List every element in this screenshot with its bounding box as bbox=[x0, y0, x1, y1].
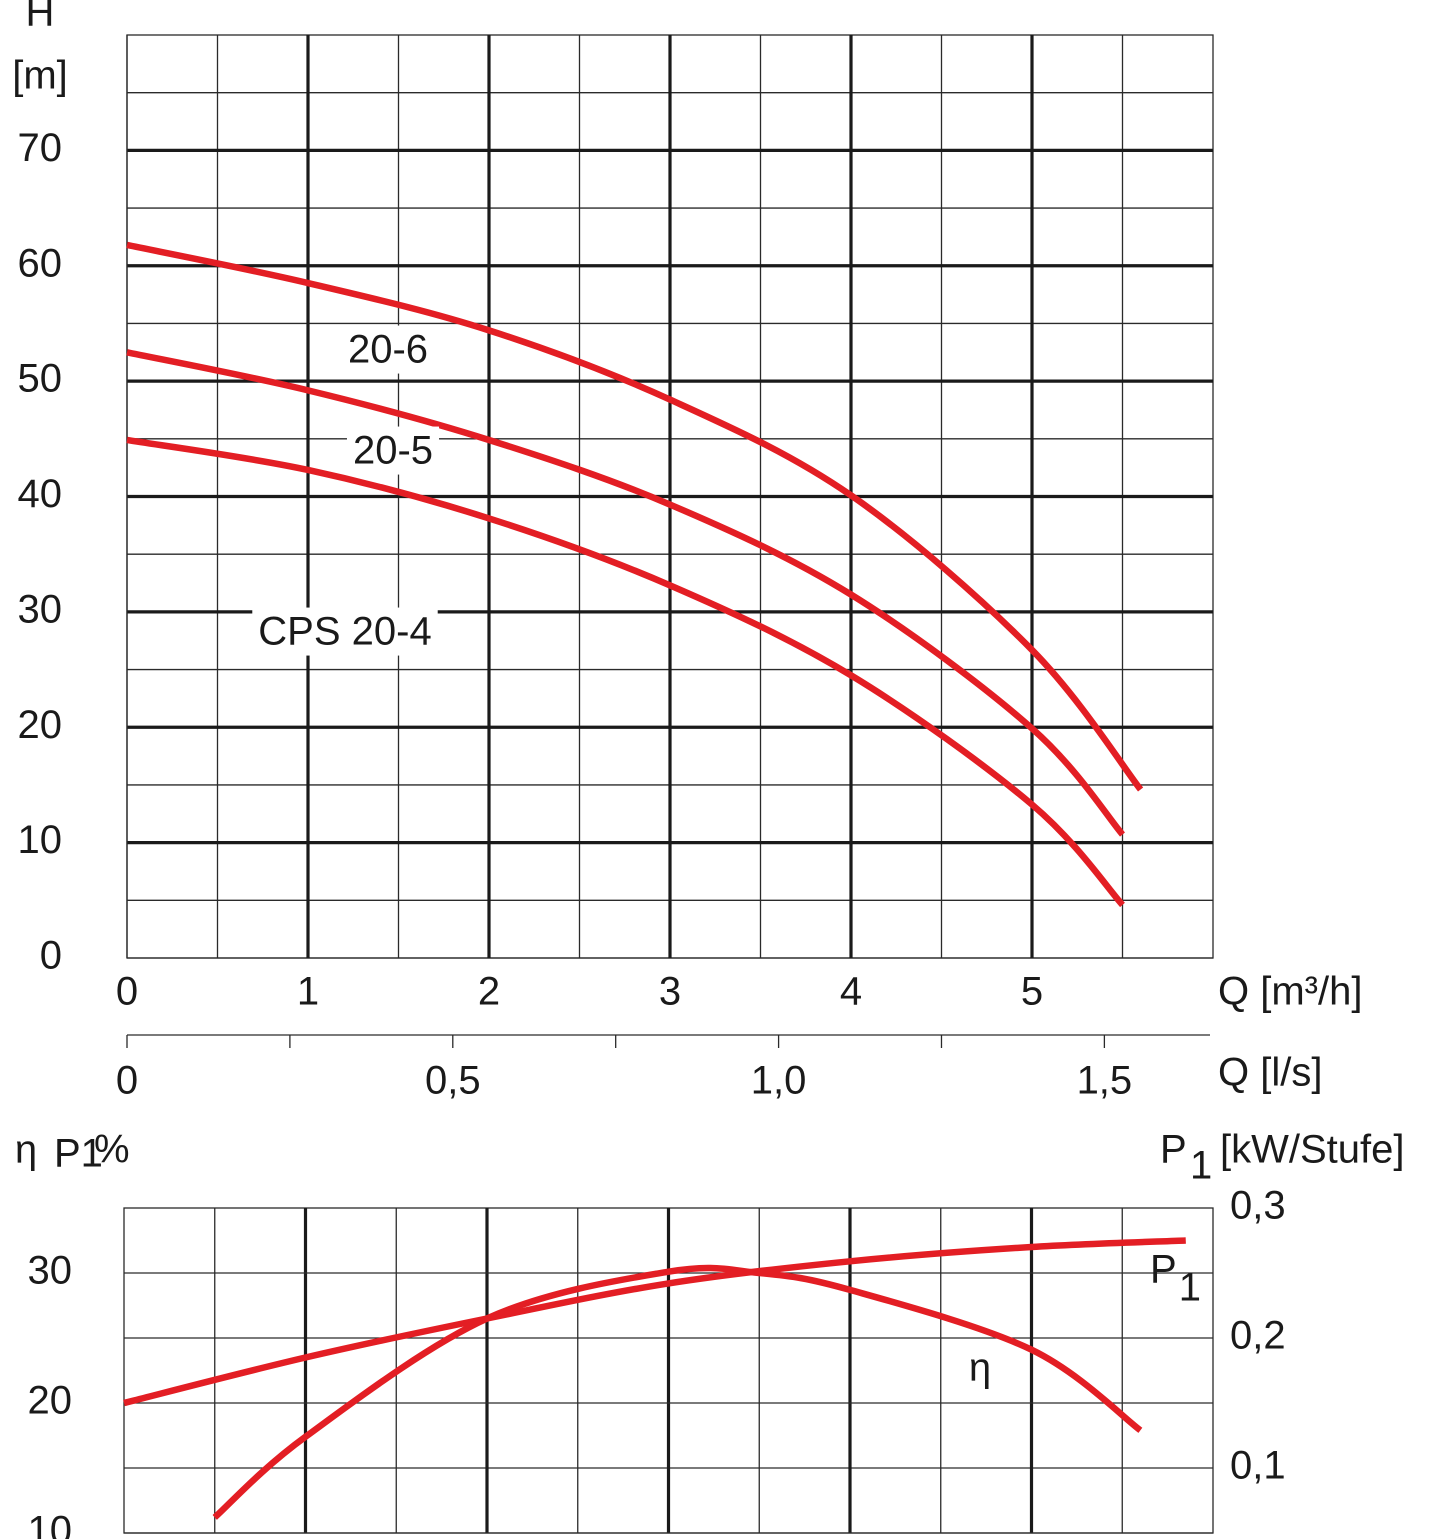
x-axis-label: Q [m³/h] bbox=[1218, 970, 1362, 1014]
y-tick-label: 20 bbox=[18, 703, 63, 747]
curve bbox=[126, 436, 1125, 908]
y-tick-label: 40 bbox=[18, 472, 63, 516]
curve bbox=[123, 1237, 1186, 1407]
y-axis-label: H bbox=[26, 0, 55, 35]
curve bbox=[126, 349, 1125, 837]
label-background bbox=[341, 325, 435, 374]
y-axis-label-sub: P1 bbox=[54, 1132, 103, 1176]
y2-axis-label: P bbox=[1160, 1128, 1187, 1172]
labels: 0 10 20 30 40 50 60 70 0 1 2 3 4 5 Q [m³/h] 0 0,5 1,0 1,5 Q… bbox=[12, 0, 1404, 1539]
series-label-sub: 1 bbox=[1179, 1266, 1201, 1310]
y2-axis-label-sub: 1 bbox=[1190, 1144, 1212, 1188]
x-tick-label: 3 bbox=[659, 970, 681, 1014]
grid bbox=[123, 34, 1214, 1534]
y-axis-unit: [m] bbox=[12, 54, 68, 98]
y-tick-label: 20 bbox=[28, 1379, 73, 1423]
x-tick-label: 2 bbox=[478, 970, 500, 1014]
x-tick-label: 5 bbox=[1021, 970, 1043, 1014]
label-background bbox=[252, 607, 438, 656]
y-axis-label: η bbox=[15, 1128, 37, 1172]
curve bbox=[126, 241, 1144, 792]
series-label: CPS 20-4 bbox=[258, 610, 431, 654]
label-background bbox=[346, 426, 440, 475]
y-tick-label: 30 bbox=[28, 1249, 73, 1293]
y-tick-label: 70 bbox=[18, 126, 63, 170]
y-tick-label: 60 bbox=[18, 241, 63, 285]
y2-tick-label: 0,2 bbox=[1230, 1314, 1286, 1358]
series-label: 20-5 bbox=[353, 429, 433, 473]
x2-tick-label: 1,0 bbox=[751, 1059, 807, 1103]
x-tick-label: 0 bbox=[116, 970, 138, 1014]
series-label: 20-6 bbox=[348, 328, 428, 372]
y-tick-label: 10 bbox=[18, 818, 63, 862]
x2-tick-label: 1,5 bbox=[1077, 1059, 1133, 1103]
y2-axis-unit: [kW/Stufe] bbox=[1220, 1128, 1405, 1172]
curves bbox=[123, 241, 1186, 1520]
x2-tick-label: 0,5 bbox=[425, 1059, 481, 1103]
curve bbox=[212, 1264, 1143, 1520]
x-tick-label: 4 bbox=[840, 970, 862, 1014]
series-label: η bbox=[969, 1346, 991, 1390]
y2-tick-label: 0,1 bbox=[1230, 1444, 1286, 1488]
y-tick-label: 50 bbox=[18, 357, 63, 401]
x2-tick-label: 0 bbox=[116, 1059, 138, 1103]
series-label: P bbox=[1150, 1248, 1177, 1292]
y-axis-unit: % bbox=[94, 1128, 130, 1172]
y-tick-label: 30 bbox=[18, 587, 63, 631]
x-tick-label: 1 bbox=[297, 970, 319, 1014]
x2-axis-label: Q [l/s] bbox=[1218, 1051, 1322, 1095]
y2-tick-label: 0,3 bbox=[1230, 1184, 1286, 1228]
y-tick-label: 0 bbox=[40, 934, 62, 978]
y-tick-label: 10 bbox=[28, 1509, 73, 1539]
